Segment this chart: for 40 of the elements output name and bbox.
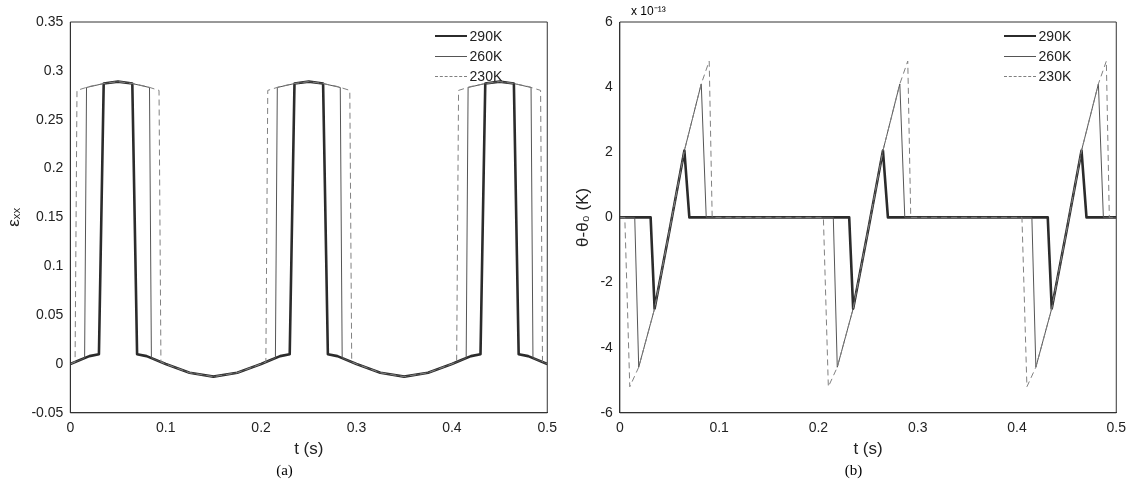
y-axis-title: εₓₓ bbox=[3, 207, 23, 227]
y-tick-label: 6 bbox=[605, 12, 614, 29]
y-tick-label: 0.15 bbox=[36, 208, 64, 225]
y-tick-label: 0.3 bbox=[43, 61, 64, 78]
legend-label: 260K bbox=[1038, 48, 1072, 64]
y-tick-label: 0.2 bbox=[43, 159, 64, 176]
x-tick-label: 0 bbox=[66, 419, 75, 436]
y-tick-label: 0.35 bbox=[36, 12, 64, 29]
legend-label: 290K bbox=[469, 28, 503, 44]
y-tick-label: 0.05 bbox=[36, 305, 64, 322]
x-tick-label: 0.3 bbox=[346, 419, 367, 436]
x-axis-title: t (s) bbox=[853, 439, 883, 459]
legend-label: 230K bbox=[1038, 68, 1072, 84]
legend-label: 230K bbox=[469, 68, 503, 84]
y-tick-label: 0.25 bbox=[36, 110, 64, 127]
x-tick-label: 0.5 bbox=[537, 419, 558, 436]
y-axis-title: θ-θ₀ (K) bbox=[572, 187, 592, 247]
x-tick-label: 0.1 bbox=[709, 419, 730, 436]
x-tick-label: 0.3 bbox=[907, 419, 928, 436]
text: x 10⁻¹³ bbox=[631, 3, 666, 19]
legend-label: 290K bbox=[1038, 28, 1072, 44]
x-axis-title: t (s) bbox=[294, 439, 324, 459]
legend-label: 260K bbox=[469, 48, 503, 64]
x-tick-label: 0.4 bbox=[1007, 419, 1027, 436]
x-tick-label: 0.2 bbox=[808, 419, 829, 436]
y-tick-label: 0.1 bbox=[43, 257, 64, 274]
y-tick-label: -4 bbox=[600, 338, 614, 355]
x-tick-label: 0.5 bbox=[1106, 419, 1127, 436]
y-tick-label: 2 bbox=[605, 143, 614, 160]
x-tick-label: 0.4 bbox=[442, 419, 462, 436]
text: (b) bbox=[843, 462, 864, 479]
x-tick-label: 0.2 bbox=[251, 419, 272, 436]
y-tick-label: 0 bbox=[55, 354, 64, 371]
y-tick-label: -0.05 bbox=[31, 403, 64, 420]
y-tick-label: 0 bbox=[605, 208, 614, 225]
x-tick-label: 0.1 bbox=[155, 419, 176, 436]
y-tick-label: -6 bbox=[600, 403, 614, 420]
y-tick-label: -2 bbox=[600, 273, 614, 290]
text: (a) bbox=[275, 462, 294, 479]
y-tick-label: 4 bbox=[605, 77, 614, 94]
